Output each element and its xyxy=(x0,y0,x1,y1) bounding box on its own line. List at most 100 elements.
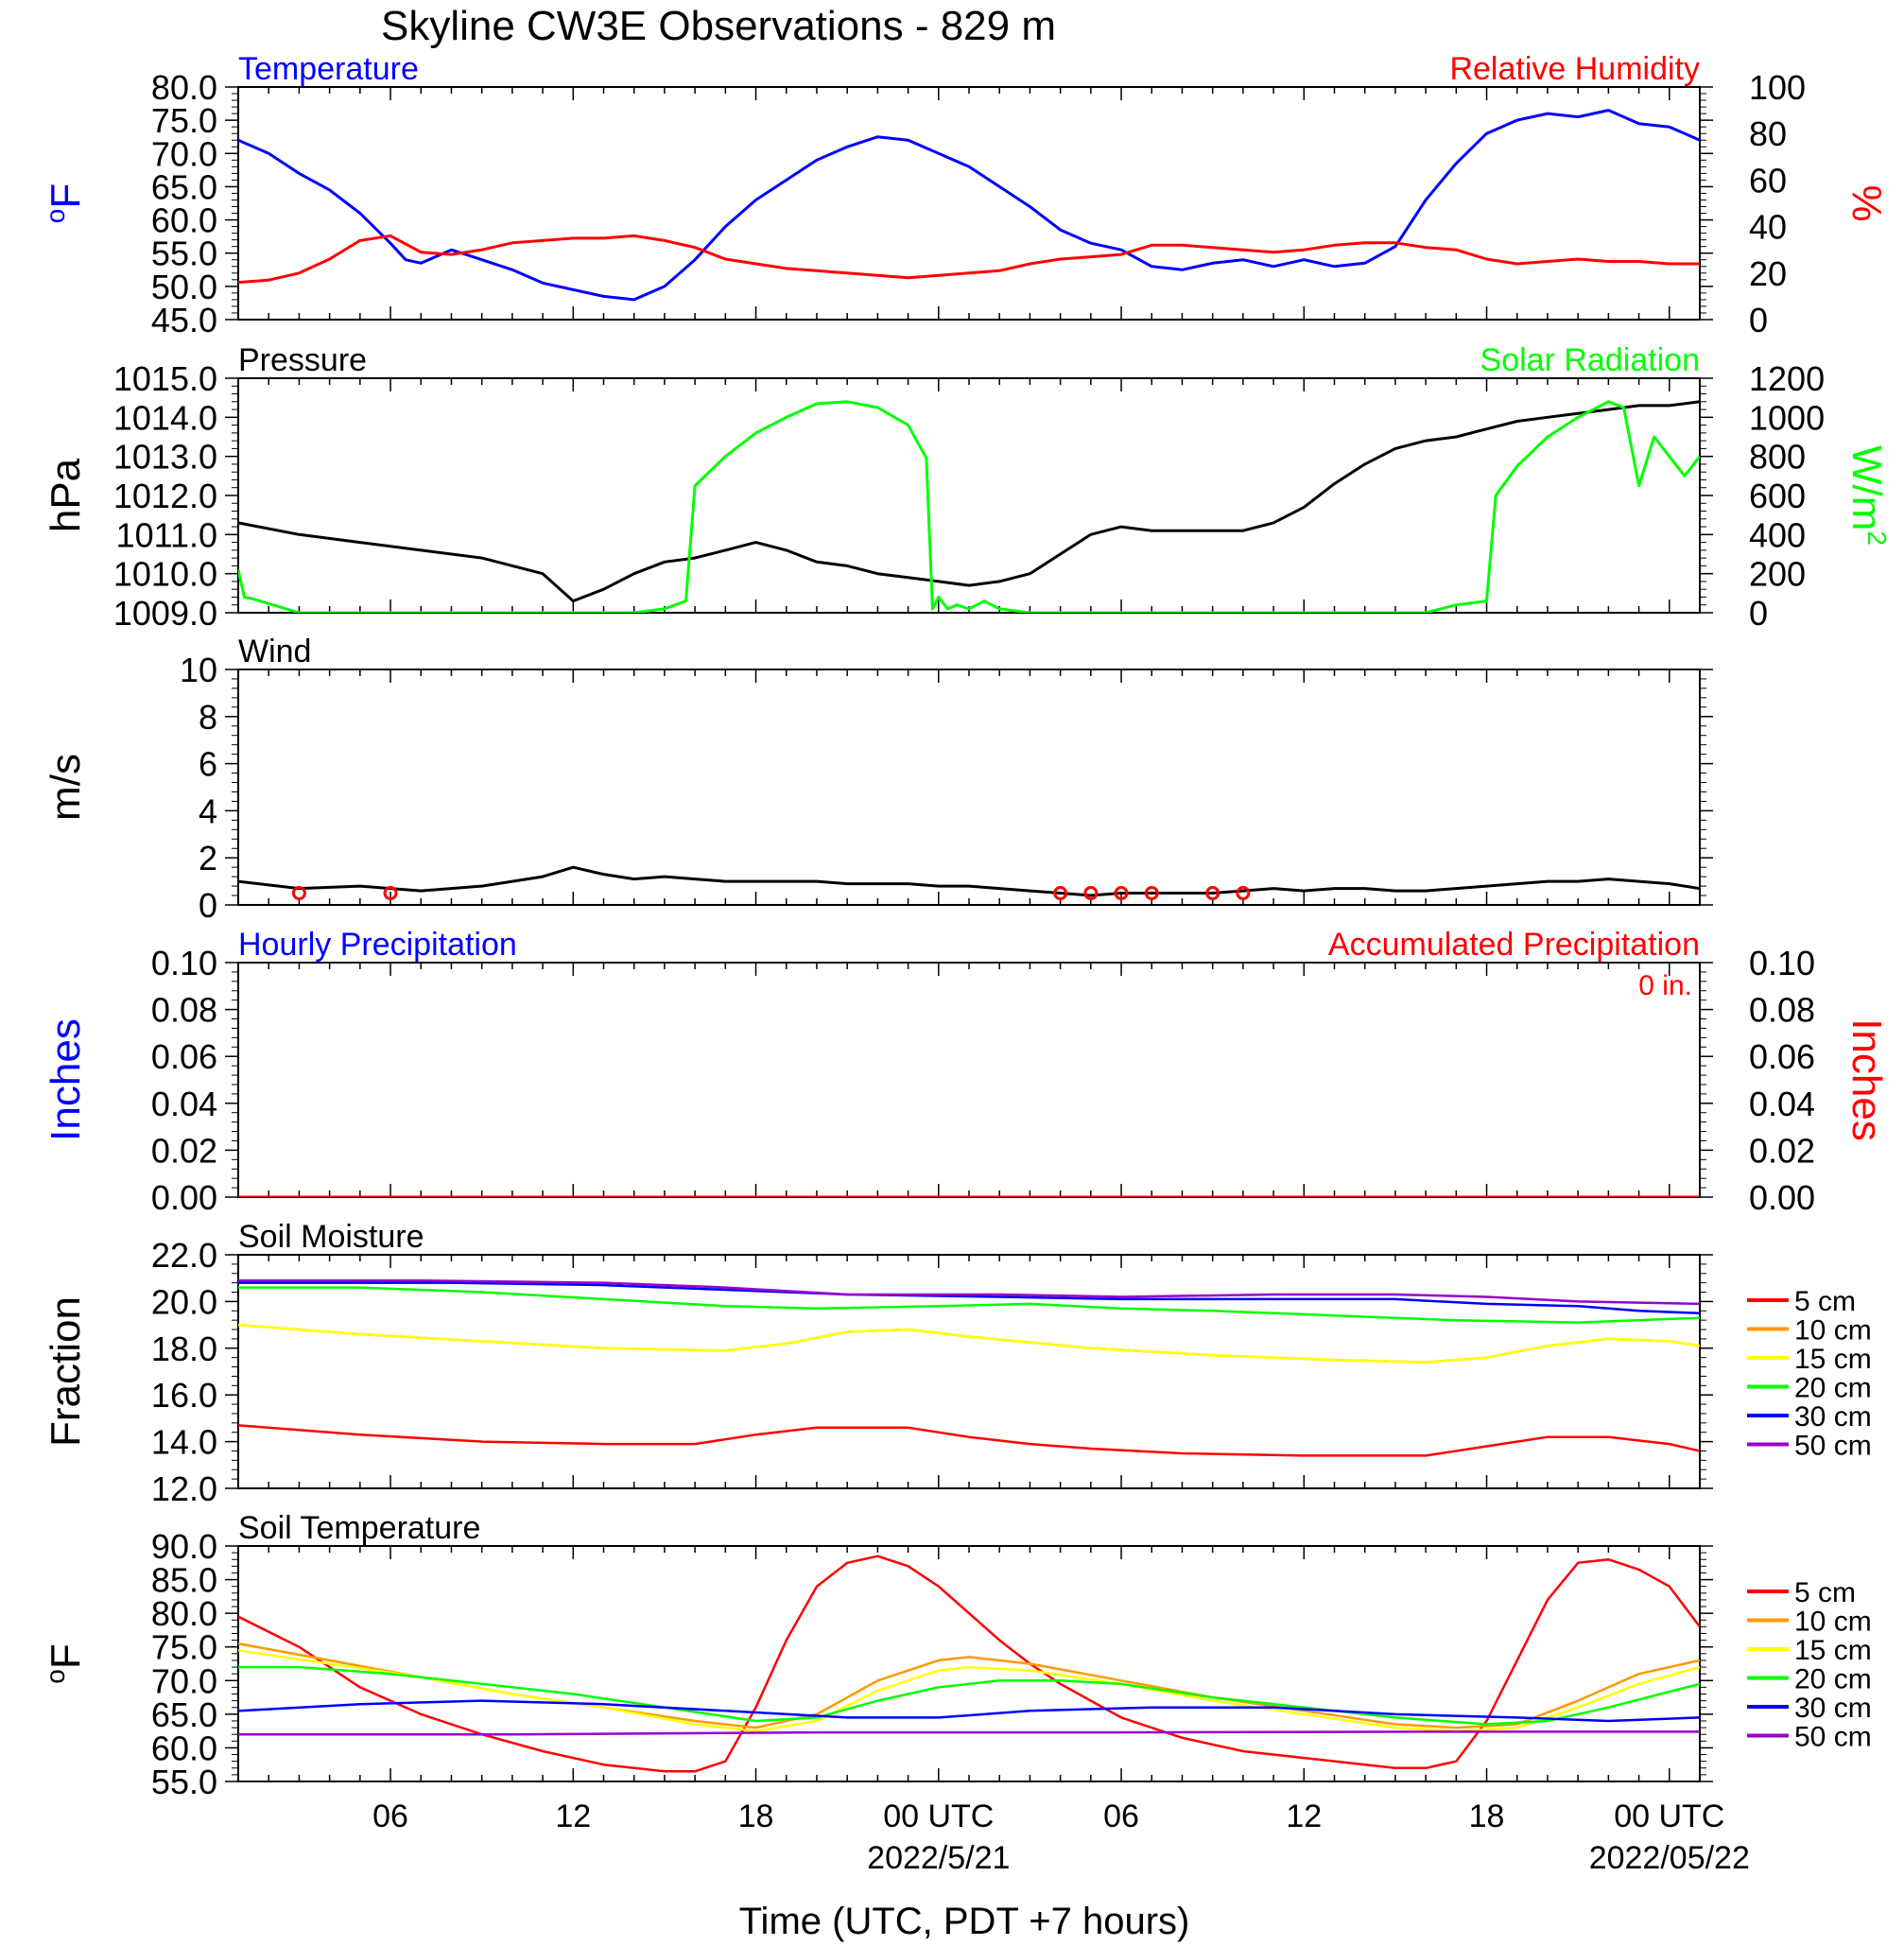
y-tick-label-left: 16.0 xyxy=(151,1376,217,1415)
y-tick-label-left: 0.04 xyxy=(151,1085,217,1123)
y-tick-label-right: 800 xyxy=(1749,438,1806,477)
y-tick-label-left: 60.0 xyxy=(151,1729,217,1767)
y-tick-label-right: 80 xyxy=(1749,114,1787,153)
y-tick-label-right: 0.10 xyxy=(1749,944,1815,982)
series-line-pressure xyxy=(238,400,1700,603)
x-tick-label: 12 xyxy=(555,1798,591,1834)
series-line-20-cm xyxy=(238,1665,1700,1726)
x-tick-label: 18 xyxy=(738,1798,774,1834)
panel-title-right: Relative Humidity xyxy=(1449,51,1700,87)
series-line-solar-radiation xyxy=(238,400,1700,613)
legend-label: 50 cm xyxy=(1794,1431,1872,1462)
panel-temperature-humidity: 80.075.070.065.060.055.050.045.0 100 80 60 4… xyxy=(41,51,1890,339)
legend-label: 15 cm xyxy=(1794,1635,1872,1666)
legend-label: 20 cm xyxy=(1794,1664,1872,1695)
y-axis-label-left: oF xyxy=(41,1643,89,1683)
figure-title: Skyline CW3E Observations - 829 m xyxy=(381,3,1056,49)
wind-barb-calm xyxy=(383,886,398,901)
y-tick-label-left: 90.0 xyxy=(151,1527,217,1566)
x-axis-label: Time (UTC, PDT +7 hours) xyxy=(739,1901,1190,1942)
y-tick-label-left: 0.00 xyxy=(151,1178,217,1217)
y-tick-label-right: 20 xyxy=(1749,254,1787,293)
series-line-30-cm xyxy=(238,1281,1700,1315)
y-tick-label-right: 1000 xyxy=(1749,398,1825,437)
y-tick-label-left: 80.0 xyxy=(151,1594,217,1633)
y-tick-label-left: 1009.0 xyxy=(113,594,217,633)
panel-title-right: Accumulated Precipitation xyxy=(1328,927,1700,963)
y-tick-label-right: 60 xyxy=(1749,161,1787,200)
y-tick-label-left: 0.06 xyxy=(151,1037,217,1076)
series-line-30-cm xyxy=(238,1699,1700,1723)
series-line-wind-speed xyxy=(238,865,1700,897)
y-tick-label-right: 200 xyxy=(1749,555,1806,594)
plot-frame xyxy=(237,669,1701,906)
series-line-15-cm xyxy=(238,1323,1700,1364)
series-line-temperature xyxy=(238,109,1700,302)
wind-barb-calm xyxy=(1236,886,1251,901)
y-tick-label-left: 60.0 xyxy=(151,201,217,240)
panel-title-left: Soil Temperature xyxy=(238,1510,480,1546)
y-axis-label-left: oF xyxy=(41,183,89,223)
plot-frame xyxy=(237,1545,1701,1782)
y-tick-label-right: 1200 xyxy=(1749,359,1825,398)
x-tick-label: 00 UTC xyxy=(883,1798,994,1834)
y-tick-label-left: 1015.0 xyxy=(113,359,217,398)
y-tick-label-right: 0.02 xyxy=(1749,1131,1815,1170)
panel-title-left: Hourly Precipitation xyxy=(238,927,517,963)
y-tick-label-left: 75.0 xyxy=(151,1628,217,1667)
series-line-5-cm xyxy=(238,1555,1700,1773)
x-date-label: 2022/5/21 xyxy=(867,1840,1010,1876)
y-tick-label-right: 0.00 xyxy=(1749,1178,1815,1217)
x-axis: 06 12 18 00 UTC 2022/5/21 06 12 18 00 UTC 2022/05… xyxy=(372,1798,1750,1876)
legend-label: 10 cm xyxy=(1794,1315,1872,1347)
series-group xyxy=(238,1278,1700,1457)
y-tick-label-left: 6 xyxy=(199,745,217,784)
y-tick-label-right: 0.04 xyxy=(1749,1085,1815,1123)
y-tick-label-left: 10 xyxy=(180,651,217,689)
plot-frame xyxy=(237,1254,1701,1489)
legend-label: 30 cm xyxy=(1794,1401,1872,1433)
y-axis-label-left: Inches xyxy=(43,1018,89,1141)
series-line-50-cm xyxy=(238,1278,1700,1306)
panel-title-left: Temperature xyxy=(238,51,419,87)
series-group xyxy=(238,400,1700,613)
y-tick-label-right: 40 xyxy=(1749,208,1787,247)
y-axis-label-left: m/s xyxy=(43,754,89,821)
y-tick-label-left: 85.0 xyxy=(151,1561,217,1600)
y-axis-label-right: W/m2 xyxy=(1843,445,1892,546)
legend-label: 5 cm xyxy=(1794,1577,1856,1608)
y-tick-label-left: 45.0 xyxy=(151,301,217,339)
legend-label: 5 cm xyxy=(1794,1286,1856,1317)
y-tick-label-right: 400 xyxy=(1749,515,1806,554)
y-tick-label-left: 22.0 xyxy=(151,1236,217,1275)
y-tick-label-right: 0.06 xyxy=(1749,1037,1815,1076)
wind-barb-calm xyxy=(291,886,306,901)
x-date-label: 2022/05/22 xyxy=(1589,1840,1750,1876)
y-tick-label-left: 50.0 xyxy=(151,268,217,306)
legend-label: 20 cm xyxy=(1794,1373,1872,1404)
y-axis-label-right: % xyxy=(1843,184,1890,221)
x-tick-label: 00 UTC xyxy=(1614,1798,1724,1834)
plot-frame xyxy=(237,86,1701,321)
wind-barb-calm xyxy=(1205,886,1220,901)
series-line-relative-humidity xyxy=(238,234,1700,285)
series-group xyxy=(238,865,1700,897)
y-tick-label-left: 65.0 xyxy=(151,167,217,206)
legend-label: 30 cm xyxy=(1794,1693,1872,1724)
series-line-5-cm xyxy=(238,1424,1700,1457)
series-line-15-cm xyxy=(238,1649,1700,1732)
series-group xyxy=(238,1555,1700,1773)
plot-frame xyxy=(237,962,1701,1198)
wind-barb-calm xyxy=(1053,886,1068,901)
wind-barb-calm xyxy=(1114,886,1129,901)
y-tick-label-left: 1011.0 xyxy=(116,515,217,554)
y-tick-label-left: 12.0 xyxy=(151,1469,217,1508)
y-tick-label-right: 0 xyxy=(1749,301,1768,339)
y-tick-label-right: 100 xyxy=(1749,68,1806,107)
y-tick-label-left: 4 xyxy=(199,791,217,830)
y-tick-label-right: 600 xyxy=(1749,477,1806,515)
y-tick-label-left: 0.08 xyxy=(151,991,217,1030)
y-axis-label-left: Fraction xyxy=(43,1296,89,1447)
y-tick-label-left: 0.10 xyxy=(151,944,217,982)
